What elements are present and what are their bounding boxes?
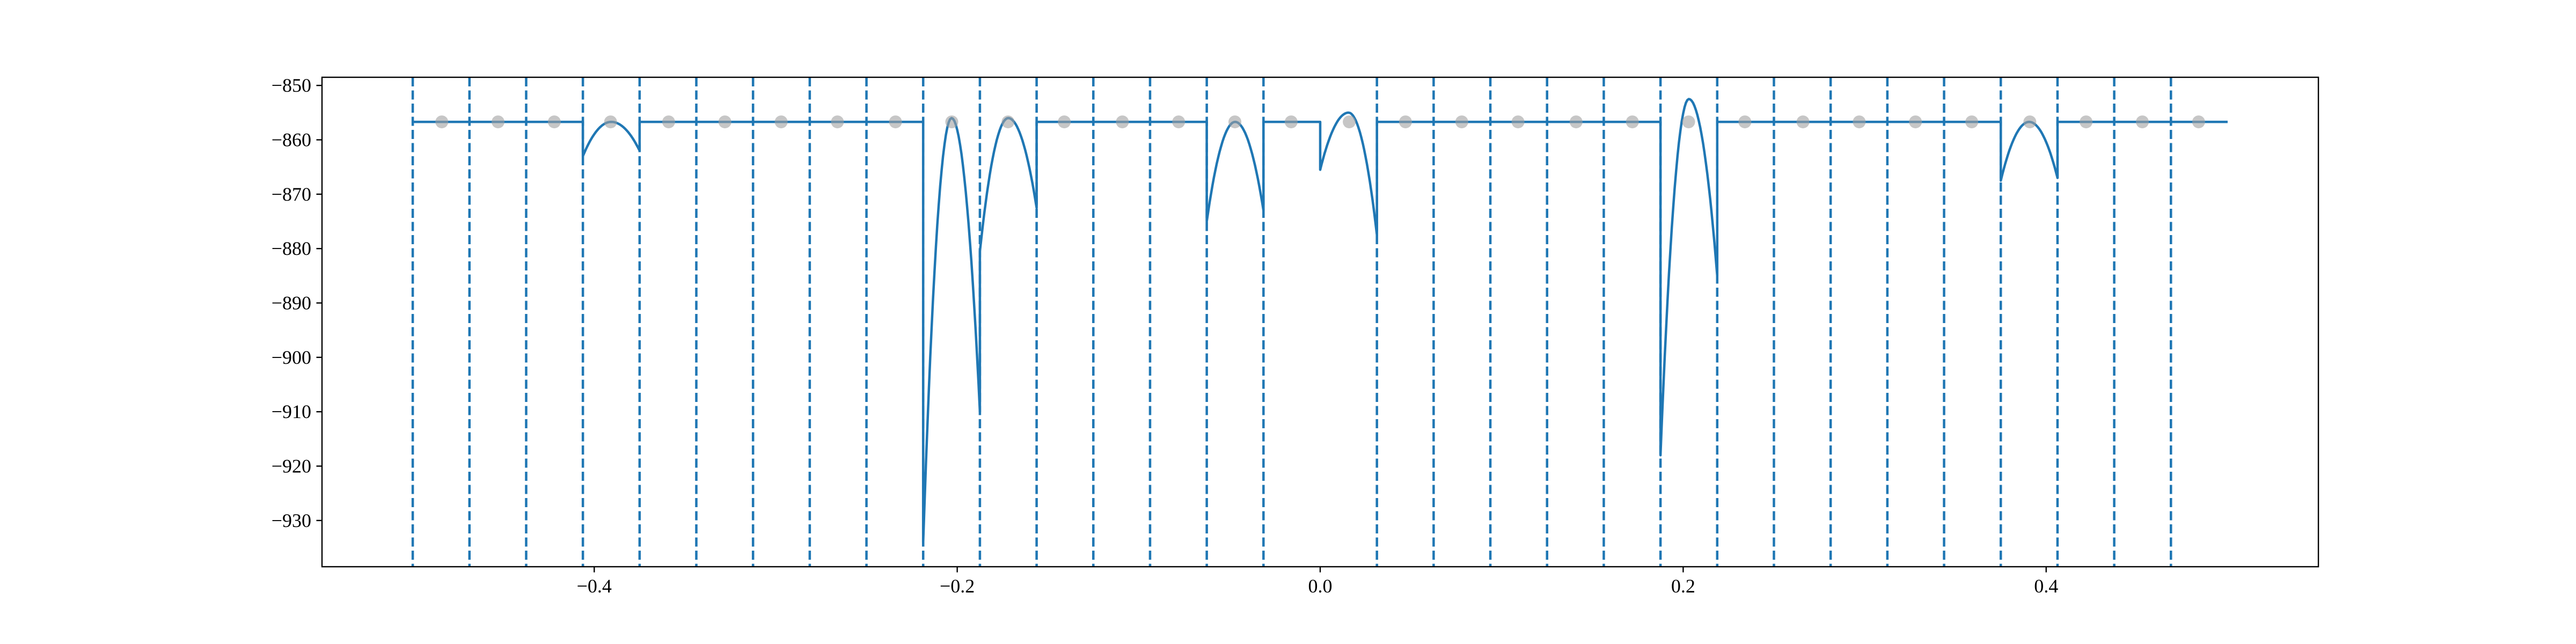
sample-point	[2023, 115, 2037, 129]
y-tick-label: −910	[272, 401, 311, 422]
sample-point	[1284, 115, 1298, 129]
sample-point	[889, 115, 902, 129]
sample-point	[1909, 115, 1922, 129]
sample-point	[831, 115, 844, 129]
x-tick-label: 0.2	[1671, 575, 1695, 597]
sample-point	[1399, 115, 1412, 129]
sample-point	[1511, 115, 1525, 129]
sample-point	[1738, 115, 1752, 129]
sample-point	[1853, 115, 1866, 129]
sample-point	[1058, 115, 1071, 129]
x-tick-label: −0.2	[940, 575, 975, 597]
sample-point	[1626, 115, 1639, 129]
sample-point	[1116, 115, 1129, 129]
sample-point	[1343, 115, 1356, 129]
sample-point	[662, 115, 675, 129]
sample-point	[1001, 115, 1015, 129]
x-tick-label: 0.4	[2034, 575, 2058, 597]
sample-point	[492, 115, 505, 129]
y-tick-label: −880	[272, 238, 311, 259]
sample-point	[1682, 115, 1695, 129]
sample-point	[774, 115, 788, 129]
sample-point	[1228, 115, 1242, 129]
sample-point	[1172, 115, 1185, 129]
sample-point	[1455, 115, 1468, 129]
y-tick-label: −930	[272, 510, 311, 531]
sample-markers	[435, 115, 2205, 129]
sample-point	[1796, 115, 1810, 129]
sample-point	[945, 115, 958, 129]
sample-point	[604, 115, 617, 129]
x-tick-label: 0.0	[1308, 575, 1333, 597]
y-tick-label: −900	[272, 347, 311, 368]
y-tick-label: −920	[272, 456, 311, 477]
plot-area	[411, 77, 2228, 567]
y-tick-label: −860	[272, 129, 311, 151]
y-tick-label: −870	[272, 184, 311, 205]
x-tick-label: −0.4	[577, 575, 612, 597]
sample-point	[2192, 115, 2205, 129]
sample-point	[547, 115, 561, 129]
sample-point	[435, 115, 449, 129]
y-tick-label: −850	[272, 75, 311, 96]
sample-point	[1965, 115, 1979, 129]
sample-point	[718, 115, 731, 129]
sample-point	[2080, 115, 2093, 129]
y-axis: −850 −860 −870 −880 −890 −900 −910 −920 −930	[272, 75, 322, 531]
y-tick-label: −890	[272, 292, 311, 314]
sample-point	[1569, 115, 1583, 129]
sample-point	[2135, 115, 2149, 129]
x-axis: −0.4 −0.2 0.0 0.2 0.4	[577, 567, 2058, 597]
